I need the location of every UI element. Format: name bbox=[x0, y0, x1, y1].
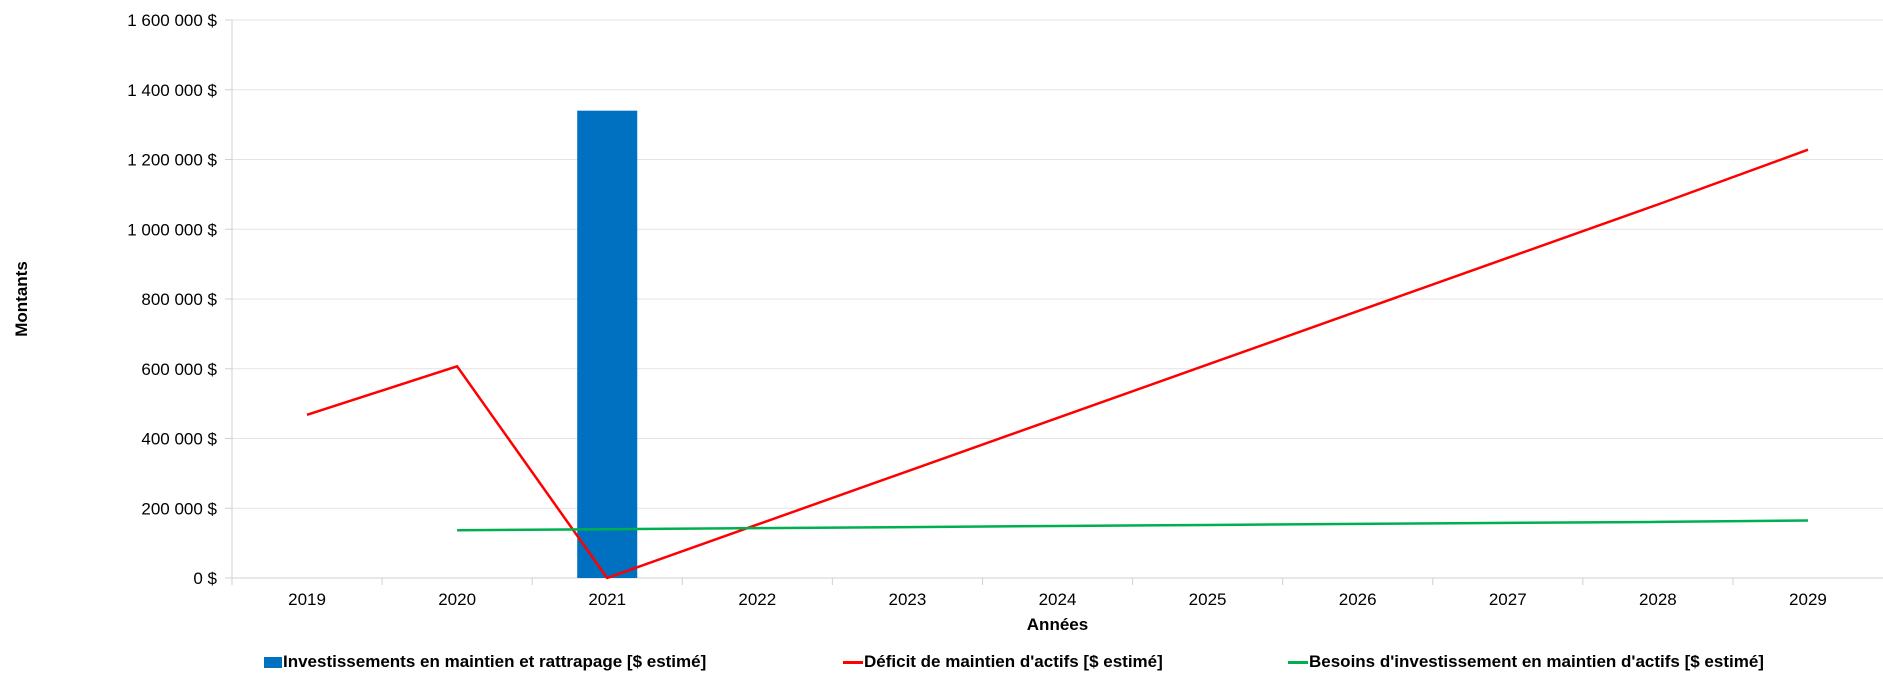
x-tick-label: 2027 bbox=[1489, 590, 1527, 609]
x-tick-label: 2024 bbox=[1039, 590, 1077, 609]
line-series bbox=[306, 148, 1809, 580]
x-tick-label: 2029 bbox=[1789, 590, 1827, 609]
y-tick-label: 200 000 $ bbox=[141, 499, 217, 518]
bar-series bbox=[577, 110, 638, 579]
x-tick-label: 2021 bbox=[588, 590, 626, 609]
legend-label-besoins: Besoins d'investissement en maintien d'a… bbox=[1309, 652, 1764, 671]
legend-swatch-line-red bbox=[843, 660, 863, 664]
legend-item-investissements: Investissements en maintien et rattrapag… bbox=[264, 652, 706, 672]
y-tick-label: 0 $ bbox=[193, 569, 217, 588]
x-tick-label: 2020 bbox=[438, 590, 476, 609]
line-series-2 bbox=[457, 519, 1809, 532]
gridlines bbox=[232, 19, 1883, 509]
y-tick-label: 1 200 000 $ bbox=[127, 151, 217, 170]
x-tick-label: 2025 bbox=[1189, 590, 1227, 609]
legend-swatch-bar bbox=[264, 656, 282, 668]
legend-label-deficit: Déficit de maintien d'actifs [$ estimé] bbox=[864, 652, 1163, 671]
y-tick-label: 800 000 $ bbox=[141, 290, 217, 309]
legend-item-besoins: Besoins d'investissement en maintien d'a… bbox=[1288, 652, 1764, 672]
bar bbox=[577, 110, 638, 579]
x-tick-label: 2022 bbox=[738, 590, 776, 609]
legend-swatch-line-green bbox=[1288, 660, 1308, 664]
legend: Investissements en maintien et rattrapag… bbox=[0, 652, 1883, 676]
x-tick-label: 2026 bbox=[1339, 590, 1377, 609]
y-axis-title: Montants bbox=[12, 261, 31, 337]
x-tick-label: 2019 bbox=[288, 590, 326, 609]
y-tick-label: 400 000 $ bbox=[141, 430, 217, 449]
x-tick-labels: 2019 2020 2021 2022 2023 2024 2025 2026 2027 2028… bbox=[288, 590, 1827, 609]
axes bbox=[225, 19, 1883, 585]
y-tick-label: 600 000 $ bbox=[141, 360, 217, 379]
legend-label-investissements: Investissements en maintien et rattrapag… bbox=[283, 652, 707, 671]
line-series-1 bbox=[306, 148, 1809, 580]
legend-item-deficit: Déficit de maintien d'actifs [$ estimé] bbox=[843, 652, 1163, 672]
y-tick-label: 1 000 000 $ bbox=[127, 220, 217, 239]
x-axis-title: Années bbox=[1027, 615, 1088, 634]
y-tick-label: 1 400 000 $ bbox=[127, 81, 217, 100]
y-tick-label: 1 600 000 $ bbox=[127, 11, 217, 30]
y-tick-labels: 0 $ 200 000 $ 400 000 $ 600 000 $ 800 000 $ 1… bbox=[127, 11, 217, 588]
x-tick-label: 2028 bbox=[1639, 590, 1677, 609]
x-tick-label: 2023 bbox=[888, 590, 926, 609]
